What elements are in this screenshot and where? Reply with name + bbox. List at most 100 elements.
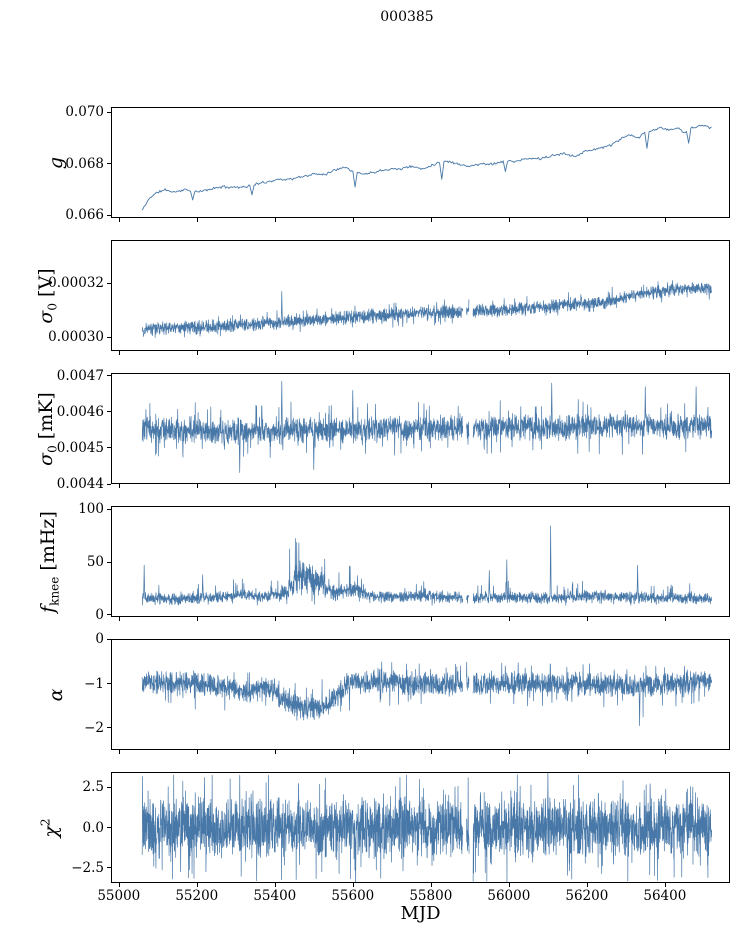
subplot-sigma0-mk (111, 373, 730, 484)
x-tick (274, 484, 276, 488)
y-tick-label: 100 (78, 501, 104, 518)
x-tick (274, 883, 276, 887)
x-tick (664, 617, 666, 621)
x-tick (430, 750, 432, 754)
x-axis-label: MJD (400, 903, 441, 924)
x-tick (274, 218, 276, 222)
y-tick (107, 508, 111, 510)
y-tick (107, 447, 111, 449)
y-tick-label: 0.0044 (56, 476, 104, 492)
x-tick (352, 617, 354, 621)
y-tick-label: 0 (95, 606, 104, 623)
x-tick-label: 55800 (409, 888, 453, 904)
sigma0-v-series (141, 280, 713, 338)
y-tick-label: 0.0046 (56, 403, 104, 420)
x-tick (508, 484, 510, 488)
y-tick (107, 638, 111, 640)
x-tick (586, 883, 588, 887)
x-tick (430, 883, 432, 887)
x-tick (118, 750, 120, 754)
y-tick (107, 111, 111, 113)
x-tick-label: 56000 (487, 888, 531, 904)
y-tick-label: 0.066 (65, 207, 104, 224)
x-tick (508, 218, 510, 222)
g-series (141, 124, 712, 211)
x-tick (274, 617, 276, 621)
x-tick-label: 55200 (175, 888, 219, 904)
x-tick (118, 883, 120, 887)
y-tick (107, 786, 111, 788)
subplot-chi2 (111, 772, 730, 883)
y-tick-label: 0.0 (82, 819, 104, 836)
chart-title: 000385 (380, 9, 434, 25)
x-tick-label: 55600 (331, 888, 375, 904)
x-tick-label: 56400 (643, 888, 687, 904)
x-tick (430, 484, 432, 488)
x-tick (196, 218, 198, 222)
sigma0-mk-series (141, 380, 713, 473)
y-tick (107, 411, 111, 413)
x-tick (118, 218, 120, 222)
x-tick (196, 351, 198, 355)
y-tick-label: 0.00032 (48, 275, 104, 292)
y-tick (107, 561, 111, 563)
x-tick (352, 883, 354, 887)
y-tick (107, 867, 111, 869)
x-tick-label: 55000 (97, 888, 141, 904)
x-tick (274, 351, 276, 355)
x-tick (118, 484, 120, 488)
x-tick (664, 883, 666, 887)
y-tick (107, 683, 111, 685)
y-tick-label: −2 (84, 719, 104, 736)
y-tick (107, 336, 111, 338)
x-tick (664, 750, 666, 754)
x-tick (274, 750, 276, 754)
x-tick-label: 56200 (565, 888, 609, 904)
x-tick (586, 351, 588, 355)
y-tick-label: 0.068 (65, 155, 104, 172)
y-tick (107, 827, 111, 828)
y-tick (107, 727, 111, 729)
x-tick (196, 883, 198, 887)
x-tick (664, 484, 666, 488)
y-tick (107, 163, 111, 165)
y-tick (107, 282, 111, 284)
y-tick-label: 0.070 (65, 104, 104, 121)
alpha-series (141, 661, 713, 726)
x-tick (118, 351, 120, 355)
y-tick-label: 0.00030 (48, 329, 104, 346)
subplot-g (111, 107, 730, 218)
x-tick (196, 750, 198, 754)
chi2-series (141, 772, 713, 883)
x-tick (352, 750, 354, 754)
x-tick (430, 218, 432, 222)
x-tick-label: 55400 (253, 888, 297, 904)
x-tick (664, 351, 666, 355)
x-tick (196, 617, 198, 621)
subplot-alpha (111, 639, 730, 750)
x-tick (586, 484, 588, 488)
x-tick (352, 484, 354, 488)
y-tick (107, 614, 111, 616)
y-tick-label: 50 (86, 554, 104, 571)
x-tick (430, 351, 432, 355)
x-tick (508, 617, 510, 621)
x-tick (352, 351, 354, 355)
y-tick-label: 0.0047 (56, 367, 104, 384)
x-tick (586, 617, 588, 621)
x-tick (508, 351, 510, 355)
y-tick-label: 0 (95, 631, 104, 648)
subplot-fknee (111, 506, 730, 617)
y-tick (107, 375, 111, 377)
x-tick (118, 617, 120, 621)
y-axis-label-sigma0-mk: σ0 [mK] (34, 391, 60, 466)
x-tick (430, 617, 432, 621)
x-tick (196, 484, 198, 488)
y-tick-label: 2.5 (82, 779, 104, 796)
x-tick (352, 218, 354, 222)
x-tick (586, 750, 588, 754)
subplot-sigma0-v (111, 240, 730, 351)
y-tick (107, 483, 111, 485)
y-tick-label: −1 (84, 675, 104, 692)
